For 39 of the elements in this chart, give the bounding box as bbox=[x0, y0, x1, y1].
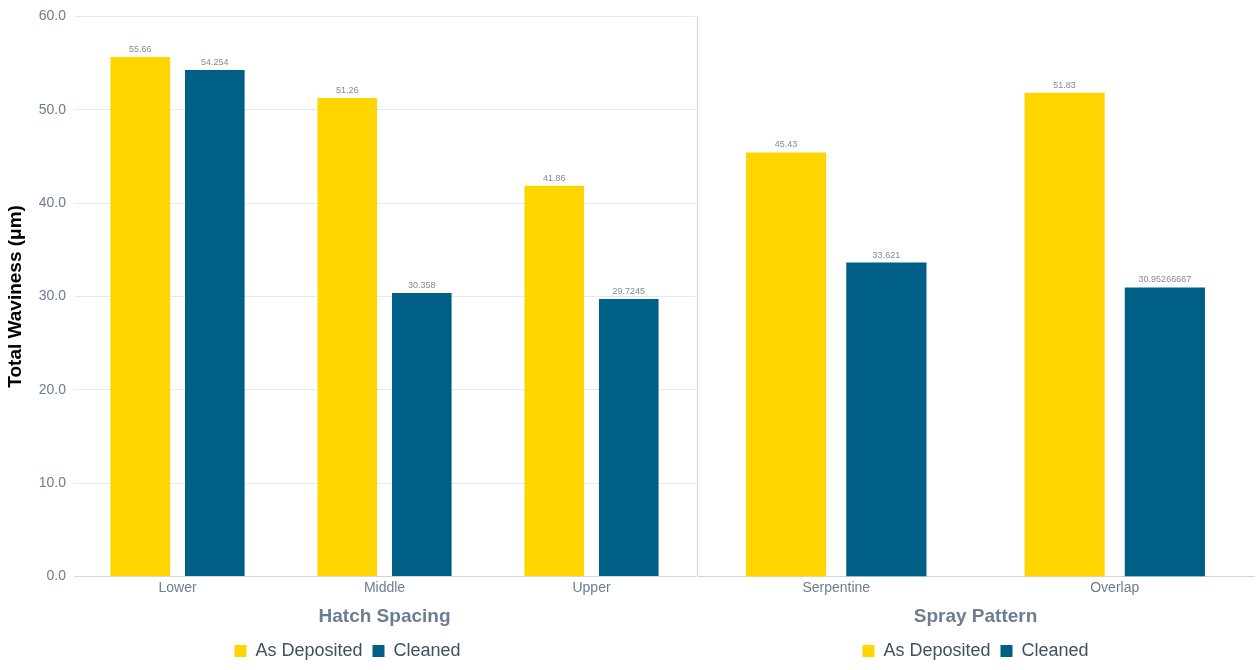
data-label: 41.86 bbox=[542, 172, 566, 183]
x-tick-label: Middle bbox=[363, 578, 406, 595]
y-tick-label: 20.0 bbox=[38, 380, 67, 397]
legend-label: As Deposited bbox=[255, 639, 363, 660]
bar bbox=[524, 185, 585, 576]
bar bbox=[1124, 287, 1205, 577]
bar bbox=[317, 97, 378, 576]
data-label: 51.83 bbox=[1053, 79, 1076, 90]
y-axis-title: Total Waviness (μm) bbox=[3, 205, 25, 388]
y-tick-label: 0.0 bbox=[46, 567, 67, 584]
y-tick-label: 50.0 bbox=[38, 100, 67, 117]
data-label: 55.66 bbox=[129, 43, 152, 54]
bar bbox=[391, 293, 452, 576]
x-tick-label: Overlap bbox=[1090, 578, 1140, 595]
data-label: 30.95266667 bbox=[1138, 274, 1192, 285]
y-tick-label: 60.0 bbox=[38, 7, 67, 24]
y-tick-label: 30.0 bbox=[38, 287, 67, 304]
bar bbox=[110, 56, 171, 576]
x-axis-title: Spray Pattern bbox=[913, 604, 1038, 626]
y-tick-label: 40.0 bbox=[38, 193, 67, 210]
data-label: 45.43 bbox=[774, 139, 798, 150]
y-tick-label: 10.0 bbox=[38, 473, 67, 490]
legend-label: Cleaned bbox=[393, 639, 461, 660]
x-tick-label: Serpentine bbox=[802, 578, 871, 595]
data-label: 33.621 bbox=[872, 249, 901, 260]
bar bbox=[184, 70, 245, 576]
x-tick-label: Upper bbox=[572, 578, 611, 595]
bar bbox=[846, 262, 927, 577]
data-label: 54.254 bbox=[201, 57, 229, 68]
x-axis-title: Hatch Spacing bbox=[318, 604, 451, 626]
bar bbox=[1024, 92, 1105, 577]
data-label: 51.26 bbox=[336, 84, 359, 95]
legend-label: Cleaned bbox=[1021, 639, 1089, 660]
data-label: 30.358 bbox=[408, 280, 436, 291]
data-label: 29.7245 bbox=[612, 285, 646, 296]
x-tick-label: Lower bbox=[158, 578, 197, 595]
bar bbox=[746, 152, 827, 577]
legend-label: As Deposited bbox=[883, 639, 991, 660]
bar bbox=[598, 298, 659, 576]
